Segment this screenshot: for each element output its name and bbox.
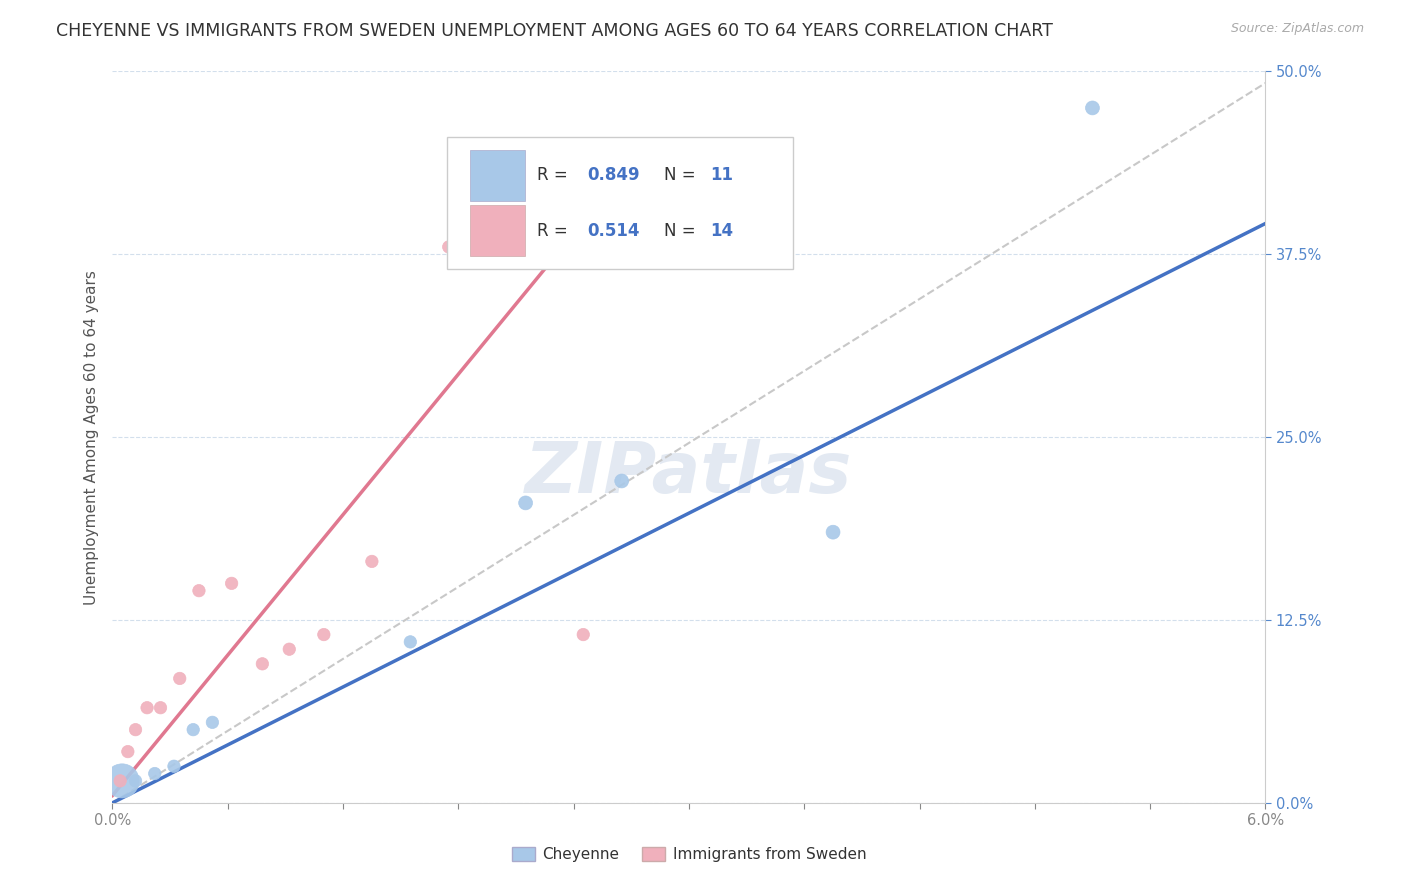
Point [278, 642, 301, 657]
Point [124, 773, 146, 788]
Point [124, 723, 146, 737]
Text: 0.514: 0.514 [588, 222, 640, 240]
Point [1081, 101, 1104, 115]
FancyBboxPatch shape [447, 137, 793, 268]
Point [117, 745, 139, 759]
Point [169, 672, 191, 686]
Point [399, 635, 422, 649]
Text: R =: R = [537, 222, 572, 240]
Point [361, 554, 384, 568]
FancyBboxPatch shape [470, 150, 526, 201]
Legend: Cheyenne, Immigrants from Sweden: Cheyenne, Immigrants from Sweden [506, 841, 872, 868]
Text: ZIPatlas: ZIPatlas [526, 439, 852, 508]
Point [181, 723, 204, 737]
Point [136, 700, 159, 714]
Text: CHEYENNE VS IMMIGRANTS FROM SWEDEN UNEMPLOYMENT AMONG AGES 60 TO 64 YEARS CORREL: CHEYENNE VS IMMIGRANTS FROM SWEDEN UNEMP… [56, 22, 1053, 40]
Point [312, 627, 335, 641]
Text: 11: 11 [710, 166, 733, 185]
Text: N =: N = [664, 166, 700, 185]
Point [610, 474, 633, 488]
Point [143, 766, 166, 780]
Text: R =: R = [537, 166, 572, 185]
Text: Source: ZipAtlas.com: Source: ZipAtlas.com [1230, 22, 1364, 36]
Point [149, 700, 172, 714]
Point [252, 657, 274, 671]
Point [111, 773, 134, 788]
Point [821, 525, 844, 540]
Point [201, 715, 224, 730]
Text: N =: N = [664, 222, 700, 240]
FancyBboxPatch shape [470, 205, 526, 256]
Point [163, 759, 186, 773]
Text: 14: 14 [710, 222, 733, 240]
Point [572, 627, 595, 641]
Point [221, 576, 243, 591]
Point [108, 773, 131, 788]
Point [515, 496, 537, 510]
Point [188, 583, 211, 598]
Y-axis label: Unemployment Among Ages 60 to 64 years: Unemployment Among Ages 60 to 64 years [83, 269, 98, 605]
Text: 0.849: 0.849 [588, 166, 640, 185]
Point [437, 240, 460, 254]
